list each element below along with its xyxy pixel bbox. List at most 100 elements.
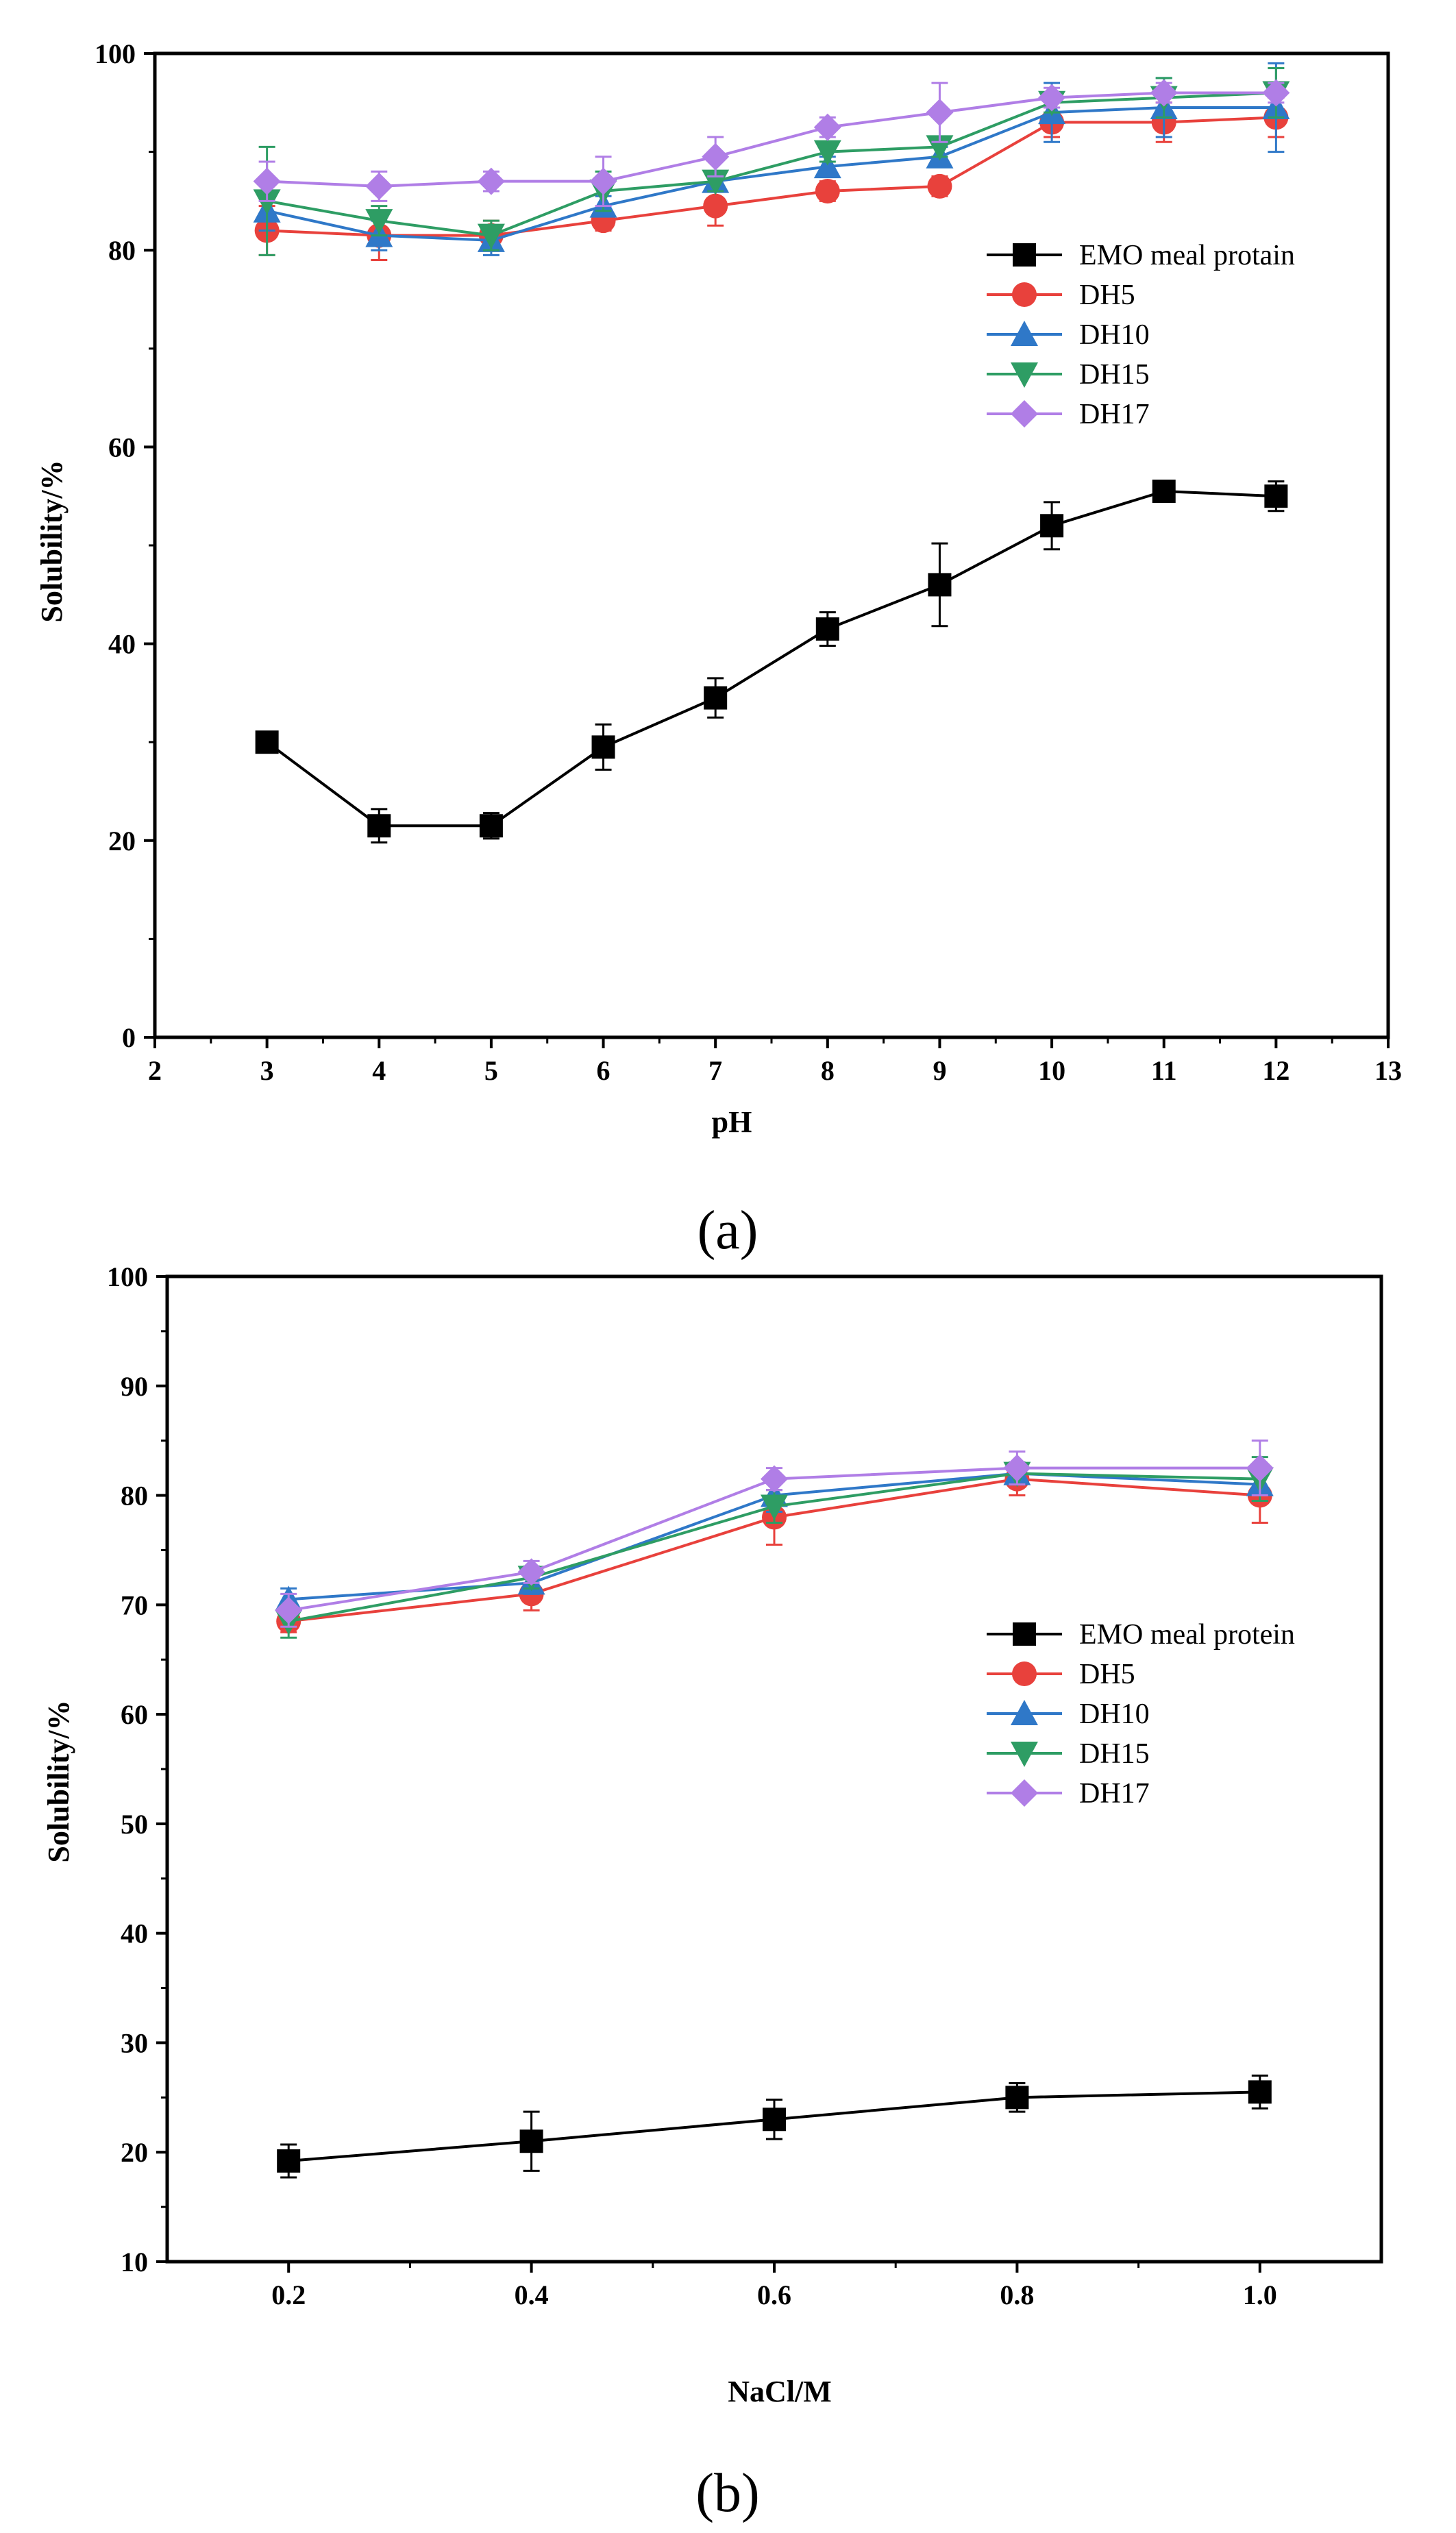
panel-a-x-tick-label: 3: [260, 1055, 274, 1086]
panel-b-dh17-point: [1246, 1454, 1274, 1482]
panel-a-legend-marker: [1013, 243, 1036, 267]
panel-b-marks: [275, 1440, 1274, 2179]
panel-a-dh17-point: [926, 99, 954, 127]
panel-a-dh15-point: [477, 223, 505, 249]
panel-a-dh5-point: [927, 173, 952, 199]
panel-a-legend-marker: [1011, 362, 1038, 388]
panel-b-legend-item-dh15: DH15: [987, 1738, 1150, 1770]
panel-b-legend-item-emo: EMO meal protein: [987, 1619, 1295, 1651]
panel-a-x-tick-label: 2: [148, 1055, 162, 1086]
panel-b-series-dh17: [275, 1440, 1274, 1628]
panel-a-emo-point: [367, 814, 391, 838]
panel-a-dh17-point: [813, 113, 841, 141]
panel-a-legend-marker: [1011, 321, 1038, 346]
panel-b-label: (b): [695, 2463, 759, 2523]
panel-b-legend-label: DH10: [1079, 1698, 1150, 1730]
panel-b-xlabel: NaCl/M: [728, 2375, 832, 2408]
panel-b-y-tick-label: 90: [121, 1371, 148, 1402]
panel-b-y-tick-label: 60: [121, 1699, 148, 1730]
panel-b-dh17-point: [1003, 1454, 1031, 1482]
panel-a-emo-point: [255, 730, 279, 754]
panel-b-y-tick-label: 100: [107, 1261, 148, 1292]
panel-a-legend: EMO meal protain DH5 DH10 DH15 DH17: [987, 240, 1295, 430]
panel-b-dh17-point: [275, 1596, 303, 1624]
panel-a-x-tick-label: 4: [372, 1055, 386, 1086]
panel-a-emo-point: [928, 573, 952, 597]
panel-a-legend-label: DH17: [1079, 399, 1150, 430]
panel-a-y-tick-label: 0: [122, 1022, 136, 1053]
panel-b-emo-point: [519, 2129, 543, 2153]
panel-a-legend-label: DH10: [1079, 319, 1150, 351]
panel-a-y-tick-label: 20: [108, 826, 136, 856]
panel-a-dh10-point: [813, 153, 841, 179]
panel-a-x-tick-label: 7: [708, 1055, 722, 1086]
panel-a-emo-line: [266, 490, 1276, 828]
panel-b-legend-item-dh5: DH5: [987, 1659, 1135, 1690]
panel-a-emo-point: [815, 617, 839, 641]
panel-b-legend-item-dh17: DH17: [987, 1778, 1150, 1809]
panel-b-y-tick-label: 30: [121, 2027, 148, 2058]
panel-b-legend-marker: [1011, 1742, 1038, 1767]
panel-a-emo-point: [591, 735, 615, 759]
panel-a-emo-point: [1152, 480, 1176, 504]
panel-b-y-tick-label: 10: [121, 2247, 148, 2277]
panel-b-dh15-point: [761, 1494, 788, 1520]
panel-a-legend-label: DH15: [1079, 359, 1150, 391]
panel-b-x-tick-label: 0.6: [757, 2279, 791, 2310]
panel-a-dh17-point: [1038, 84, 1066, 112]
panel-a-dh5-point: [815, 179, 840, 204]
panel-b-legend: EMO meal protein DH5 DH10 DH15 DH17: [987, 1619, 1295, 1809]
panel-a-dh17-point: [1262, 79, 1290, 107]
panel-b-legend-label: DH17: [1079, 1778, 1150, 1809]
panel-a-chart: 2 3 4 5 6 7 8 9 10 11 12 13 0 20 40 60 80 100 pH Solubili…: [35, 38, 1402, 1139]
panel-b-legend-label: DH15: [1079, 1738, 1150, 1770]
panel-b-x-tick-label: 0.8: [1000, 2279, 1034, 2310]
panel-a-legend-item-dh15: DH15: [987, 359, 1150, 391]
panel-b-chart: 0.2 0.4 0.6 0.8 1.0 10 20 30 40 50 60 70 80 90 100 NaC…: [42, 1261, 1383, 2408]
panel-a-x-tick-label: 11: [1151, 1055, 1177, 1086]
panel-a-y-tick-label: 40: [108, 629, 136, 660]
panel-a-dh17-point: [1150, 79, 1178, 107]
panel-b-legend-marker: [1013, 1622, 1036, 1646]
panel-a-axes: 2 3 4 5 6 7 8 9 10 11 12 13 0 20 40 60 80 100: [95, 38, 1402, 1086]
panel-b-emo-point: [763, 2108, 786, 2132]
panel-a-legend-item-dh5: DH5: [987, 280, 1135, 311]
panel-a-x-tick-label: 8: [821, 1055, 835, 1086]
panel-b-axes: 0.2 0.4 0.6 0.8 1.0 10 20 30 40 50 60 70 80 90 100: [107, 1261, 1383, 2310]
panel-b-ylabel: Solubility/%: [42, 1700, 75, 1862]
panel-a-emo-point: [479, 814, 503, 838]
panel-a-series-dh17: [253, 79, 1290, 208]
panel-a-y-tick-label: 80: [108, 235, 136, 266]
panel-b-legend-label: EMO meal protein: [1079, 1619, 1295, 1651]
panel-a-dh15-point: [813, 140, 841, 166]
panel-a-x-tick-label: 9: [933, 1055, 946, 1086]
panel-a-legend-item-dh10: DH10: [987, 319, 1150, 351]
panel-a-dh10-line: [267, 106, 1276, 242]
panel-a-ylabel: Solubility/%: [35, 460, 69, 622]
panel-a-series-emo: [255, 480, 1288, 844]
panel-b-y-tick-label: 50: [121, 1809, 148, 1840]
panel-a-label: (a): [698, 1200, 758, 1261]
panel-a-emo-point: [1040, 514, 1064, 538]
panel-a-y-tick-label: 100: [95, 38, 136, 69]
panel-a-x-tick-label: 6: [597, 1055, 610, 1086]
panel-a-legend-label: EMO meal protain: [1079, 240, 1295, 271]
panel-a-marks: [253, 62, 1290, 844]
panel-a-dh17-point: [702, 143, 730, 171]
panel-b-y-tick-label: 20: [121, 2137, 148, 2168]
panel-b-dh17-point: [517, 1558, 545, 1586]
panel-a-x-tick-label: 5: [484, 1055, 498, 1086]
panel-a-y-tick-label: 60: [108, 432, 136, 462]
panel-b-x-tick-label: 0.4: [515, 2279, 549, 2310]
panel-a-x-tick-label: 13: [1374, 1055, 1402, 1086]
panel-b-emo-point: [277, 2149, 301, 2173]
panel-a-dh17-point: [365, 172, 393, 200]
panel-a-dh5-point: [703, 193, 728, 219]
panel-a-dh17-point: [589, 167, 617, 195]
panel-b-x-tick-label: 1.0: [1243, 2279, 1277, 2310]
panel-a-dh17-line: [267, 91, 1276, 188]
panel-b-x-tick-label: 0.2: [271, 2279, 306, 2310]
panel-b-legend-marker: [1011, 1779, 1038, 1807]
panel-a-dh5-line: [267, 116, 1276, 237]
